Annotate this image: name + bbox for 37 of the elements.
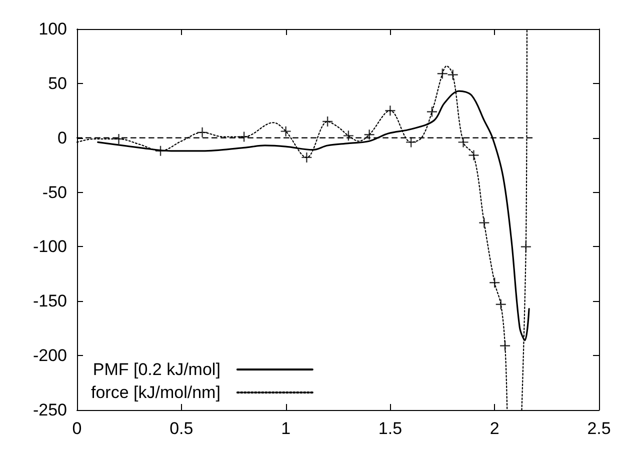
point (342, 130, 354, 142)
x-tick-label: 0 (72, 419, 82, 438)
y-tick-label: 50 (48, 74, 67, 93)
point (489, 277, 500, 288)
point (154, 145, 166, 157)
x-tick-label: 1 (281, 419, 291, 438)
point (384, 105, 396, 116)
y-tick-label: -250 (32, 400, 67, 420)
legend-label: PMF [0.2 kJ/mol] (92, 360, 220, 379)
point (322, 116, 334, 128)
x-tick-label: 2.5 (587, 419, 611, 438)
x-tick-label: 1.5 (378, 419, 402, 438)
legend-label: force [kJ/mol/nm] (90, 383, 220, 402)
point (426, 106, 438, 118)
point (364, 128, 375, 140)
point (436, 68, 448, 80)
point (495, 298, 506, 310)
point (520, 241, 532, 252)
point (478, 217, 490, 228)
point (113, 133, 124, 145)
point (447, 69, 458, 80)
point (238, 131, 250, 142)
point (405, 136, 417, 148)
y-tick-label: -200 (32, 346, 67, 366)
x-tick-label: 2 (490, 419, 500, 438)
point (468, 150, 480, 161)
point (499, 340, 511, 352)
point (280, 126, 292, 137)
y-tick-label: -50 (42, 182, 67, 202)
point (458, 136, 469, 148)
y-tick-label: -150 (32, 292, 67, 311)
point (301, 152, 312, 164)
y-tick-label: 100 (38, 20, 67, 38)
x-tick-label: 0.5 (170, 419, 194, 438)
y-tick-label: -100 (32, 237, 67, 256)
y-tick-label: 0 (58, 128, 67, 148)
point (196, 126, 208, 138)
